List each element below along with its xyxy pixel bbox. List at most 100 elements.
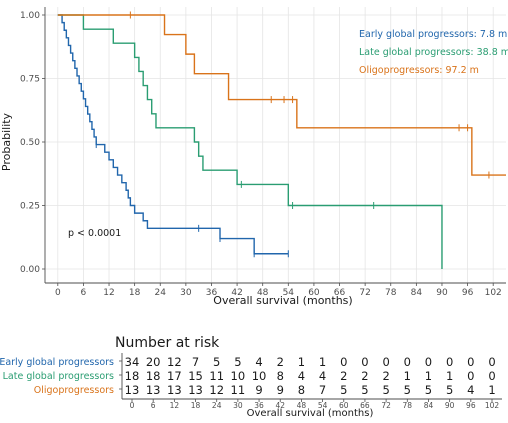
x-tick-label: 0 xyxy=(55,288,61,298)
risk-count-oligo: 13 xyxy=(146,383,161,397)
risk-time-label: 6 xyxy=(151,401,156,410)
risk-count-early: 0 xyxy=(361,355,368,369)
risk-count-late: 8 xyxy=(277,369,284,383)
risk-count-oligo: 5 xyxy=(404,383,411,397)
risk-count-late: 1 xyxy=(446,369,453,383)
risk-time-label: 102 xyxy=(485,401,500,410)
risk-count-early: 5 xyxy=(234,355,241,369)
risk-count-early: 2 xyxy=(277,355,284,369)
x-tick-label: 102 xyxy=(485,288,502,298)
risk-time-label: 90 xyxy=(445,401,455,410)
y-axis-title: Probability xyxy=(0,112,13,171)
legend-early-global-progressors: Early global progressors: 7.8 m xyxy=(359,29,507,40)
x-tick-label: 30 xyxy=(180,288,192,298)
legend-late-global-progressors: Late global progressors: 38.8 m xyxy=(359,47,508,58)
x-tick-label: 48 xyxy=(257,288,269,298)
risk-count-late: 18 xyxy=(125,369,140,383)
x-tick-label: 42 xyxy=(231,288,242,298)
y-tick-label: 0.75 xyxy=(20,75,40,85)
p-value-label: p < 0.0001 xyxy=(68,228,121,239)
risk-count-oligo: 5 xyxy=(446,383,453,397)
risk-time-label: 12 xyxy=(170,401,180,410)
risk-count-early: 1 xyxy=(319,355,326,369)
risk-count-late: 0 xyxy=(488,369,495,383)
risk-time-label: 96 xyxy=(466,401,476,410)
risk-count-late: 18 xyxy=(146,369,161,383)
risk-count-early: 34 xyxy=(125,355,140,369)
x-tick-label: 24 xyxy=(155,288,167,298)
risk-count-early: 5 xyxy=(213,355,220,369)
risk-count-early: 7 xyxy=(192,355,199,369)
survival-curve-early xyxy=(57,14,289,255)
risk-count-late: 0 xyxy=(467,369,474,383)
risk-count-oligo: 13 xyxy=(167,383,182,397)
risk-count-early: 20 xyxy=(146,355,161,369)
x-tick-label: 72 xyxy=(359,288,370,298)
risk-count-early: 12 xyxy=(167,355,182,369)
risk-count-late: 1 xyxy=(404,369,411,383)
y-tick-label: 0.50 xyxy=(20,138,40,148)
risk-count-early: 1 xyxy=(298,355,305,369)
x-tick-label: 96 xyxy=(462,288,474,298)
risk-count-late: 10 xyxy=(252,369,267,383)
survival-curve-oligo xyxy=(57,14,506,176)
axes: 0.00 0.25 0.50 0.75 1.00 0 6 12 18 24 30 36 42 48 54 60… xyxy=(20,7,506,298)
risk-count-oligo: 13 xyxy=(125,383,140,397)
risk-row-label-oligo: Oligoprogressors xyxy=(34,385,114,396)
risk-time-label: 24 xyxy=(212,401,222,410)
risk-count-late: 2 xyxy=(340,369,347,383)
legend-oligoprogressors: Oligoprogressors: 97.2 m xyxy=(359,65,479,76)
risk-row-label-early: Early global progressors xyxy=(0,357,114,368)
x-tick-label: 6 xyxy=(81,288,87,298)
risk-time-label: 18 xyxy=(191,401,201,410)
x-tick-label: 36 xyxy=(206,288,218,298)
survival-curves xyxy=(57,11,506,269)
risk-count-oligo: 9 xyxy=(255,383,262,397)
risk-count-oligo: 5 xyxy=(382,383,389,397)
x-tick-label: 84 xyxy=(411,288,423,298)
risk-count-oligo: 7 xyxy=(319,383,326,397)
x-tick-label: 78 xyxy=(385,288,397,298)
risk-count-late: 15 xyxy=(188,369,203,383)
x-tick-label: 12 xyxy=(103,288,114,298)
risk-time-label: 48 xyxy=(297,401,307,410)
risk-time-label: 36 xyxy=(254,401,264,410)
risk-count-oligo: 13 xyxy=(188,383,203,397)
y-tick-label: 1.00 xyxy=(20,11,40,21)
risk-count-oligo: 5 xyxy=(425,383,432,397)
risk-row-label-late: Late global progressors xyxy=(3,371,114,382)
risk-time-label: 60 xyxy=(339,401,349,410)
risk-count-late: 2 xyxy=(361,369,368,383)
risk-time-label: 66 xyxy=(360,401,370,410)
risk-count-late: 4 xyxy=(298,369,305,383)
risk-count-early: 4 xyxy=(255,355,262,369)
risk-time-label: 78 xyxy=(403,401,413,410)
risk-time-label: 42 xyxy=(275,401,285,410)
risk-count-early: 0 xyxy=(382,355,389,369)
risk-count-late: 2 xyxy=(382,369,389,383)
risk-count-late: 10 xyxy=(231,369,246,383)
risk-count-oligo: 5 xyxy=(340,383,347,397)
risk-count-late: 11 xyxy=(209,369,224,383)
survival-curve-late xyxy=(57,14,443,269)
risk-count-late: 1 xyxy=(425,369,432,383)
y-tick-label: 0.25 xyxy=(20,202,40,212)
risk-count-oligo: 5 xyxy=(361,383,368,397)
x-tick-label: 90 xyxy=(436,288,448,298)
risk-count-late: 4 xyxy=(319,369,326,383)
risk-time-label: 0 xyxy=(130,401,135,410)
risk-count-oligo: 4 xyxy=(467,383,474,397)
risk-count-early: 0 xyxy=(340,355,347,369)
x-tick-label: 60 xyxy=(308,288,320,298)
x-tick-label: 66 xyxy=(334,288,346,298)
risk-count-oligo: 12 xyxy=(209,383,224,397)
x-axis-title: Overall survival (months) xyxy=(213,294,352,307)
x-tick-label: 54 xyxy=(283,288,295,298)
risk-table-title: Number at risk xyxy=(115,335,220,351)
risk-time-label: 84 xyxy=(424,401,434,410)
risk-count-oligo: 9 xyxy=(277,383,284,397)
risk-count-early: 0 xyxy=(467,355,474,369)
risk-count-early: 0 xyxy=(425,355,432,369)
